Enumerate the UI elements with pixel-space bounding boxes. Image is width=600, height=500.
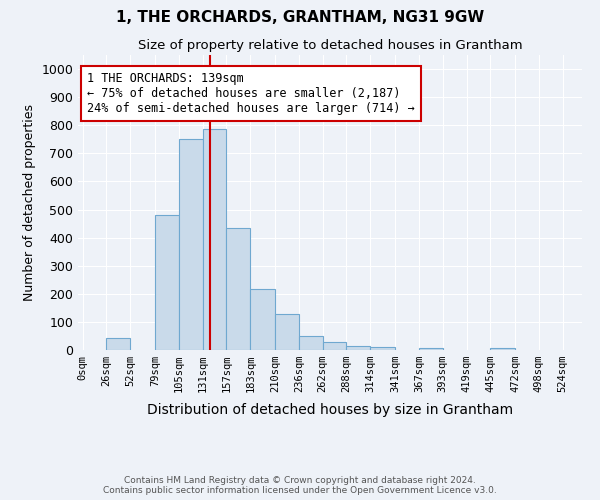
Bar	[346, 346, 370, 350]
Text: 1, THE ORCHARDS, GRANTHAM, NG31 9GW: 1, THE ORCHARDS, GRANTHAM, NG31 9GW	[116, 10, 484, 25]
Bar	[419, 348, 443, 350]
Bar	[275, 314, 299, 350]
Bar	[203, 130, 226, 350]
Bar	[226, 228, 250, 350]
Bar	[490, 348, 515, 350]
Y-axis label: Number of detached properties: Number of detached properties	[23, 104, 36, 301]
Text: 1 THE ORCHARDS: 139sqm
← 75% of detached houses are smaller (2,187)
24% of semi-: 1 THE ORCHARDS: 139sqm ← 75% of detached…	[87, 72, 415, 115]
Bar	[250, 289, 275, 350]
Bar	[155, 215, 179, 350]
Text: Contains HM Land Registry data © Crown copyright and database right 2024.
Contai: Contains HM Land Registry data © Crown c…	[103, 476, 497, 495]
Bar	[179, 140, 203, 350]
X-axis label: Distribution of detached houses by size in Grantham: Distribution of detached houses by size …	[147, 404, 513, 417]
Bar	[370, 347, 395, 350]
Bar	[106, 338, 130, 350]
Title: Size of property relative to detached houses in Grantham: Size of property relative to detached ho…	[137, 40, 523, 52]
Bar	[323, 342, 346, 350]
Bar	[299, 336, 323, 350]
